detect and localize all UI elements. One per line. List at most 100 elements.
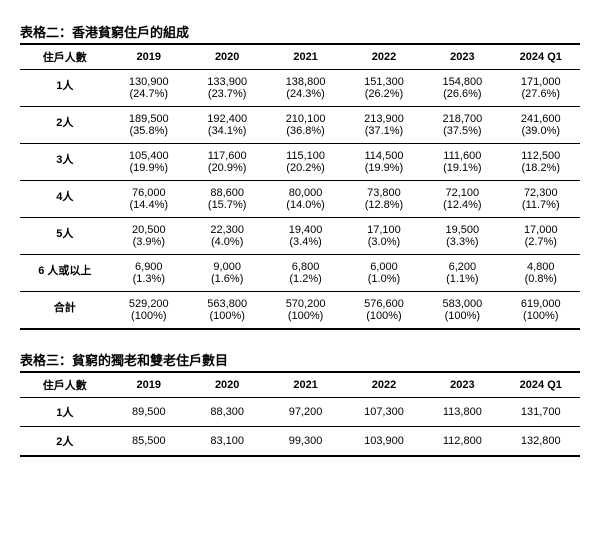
col-header: 2019 bbox=[110, 372, 188, 398]
value-cell: 115,100 bbox=[266, 144, 344, 163]
pct-cell: (3.4%) bbox=[266, 236, 344, 255]
value-cell: 103,900 bbox=[345, 427, 423, 457]
pct-cell: (37.1%) bbox=[345, 125, 423, 144]
table-row: 1人130,900133,900138,800151,300154,800171… bbox=[20, 70, 580, 89]
pct-cell: (1.3%) bbox=[110, 273, 188, 292]
table-row: 5人20,50022,30019,40017,10019,50017,000 bbox=[20, 218, 580, 237]
pct-cell: (18.2%) bbox=[502, 162, 580, 181]
row-label: 5人 bbox=[20, 218, 110, 255]
pct-cell: (100%) bbox=[345, 310, 423, 329]
value-cell: 85,500 bbox=[110, 427, 188, 457]
table-row: 3人105,400117,600115,100114,500111,600112… bbox=[20, 144, 580, 163]
value-cell: 130,900 bbox=[110, 70, 188, 89]
value-cell: 99,300 bbox=[266, 427, 344, 457]
col-header: 2020 bbox=[188, 372, 266, 398]
pct-cell: (34.1%) bbox=[188, 125, 266, 144]
table-row: 2人189,500192,400210,100213,900218,700241… bbox=[20, 107, 580, 126]
pct-cell: (0.8%) bbox=[502, 273, 580, 292]
pct-cell: (27.6%) bbox=[502, 88, 580, 107]
pct-cell: (12.8%) bbox=[345, 199, 423, 218]
table3-title: 表格三：貧窮的獨老和雙老住戶數目 bbox=[20, 350, 580, 369]
row-label: 4人 bbox=[20, 181, 110, 218]
value-cell: 9,000 bbox=[188, 255, 266, 274]
pct-cell: (24.3%) bbox=[266, 88, 344, 107]
col-header: 2021 bbox=[266, 372, 344, 398]
pct-cell: (19.9%) bbox=[110, 162, 188, 181]
row-label: 2人 bbox=[20, 107, 110, 144]
value-cell: 4,800 bbox=[502, 255, 580, 274]
value-cell: 117,600 bbox=[188, 144, 266, 163]
table-row: 1人89,50088,30097,200107,300113,800131,70… bbox=[20, 398, 580, 427]
value-cell: 131,700 bbox=[502, 398, 580, 427]
pct-cell: (100%) bbox=[188, 310, 266, 329]
value-cell: 151,300 bbox=[345, 70, 423, 89]
pct-cell: (20.9%) bbox=[188, 162, 266, 181]
col-header: 2022 bbox=[345, 372, 423, 398]
col-header: 2019 bbox=[110, 44, 188, 70]
value-cell: 132,800 bbox=[502, 427, 580, 457]
value-cell: 80,000 bbox=[266, 181, 344, 200]
value-cell: 72,300 bbox=[502, 181, 580, 200]
value-cell: 576,600 bbox=[345, 292, 423, 311]
pct-cell: (2.7%) bbox=[502, 236, 580, 255]
pct-cell: (1.1%) bbox=[423, 273, 501, 292]
col-header: 2021 bbox=[266, 44, 344, 70]
value-cell: 20,500 bbox=[110, 218, 188, 237]
row-label: 2人 bbox=[20, 427, 110, 457]
row-label: 3人 bbox=[20, 144, 110, 181]
value-cell: 6,200 bbox=[423, 255, 501, 274]
table3: 住戶人數 2019 2020 2021 2022 2023 2024 Q1 1人… bbox=[20, 371, 580, 457]
pct-cell: (1.6%) bbox=[188, 273, 266, 292]
col-header: 2023 bbox=[423, 372, 501, 398]
value-cell: 112,800 bbox=[423, 427, 501, 457]
value-cell: 114,500 bbox=[345, 144, 423, 163]
value-cell: 6,800 bbox=[266, 255, 344, 274]
value-cell: 563,800 bbox=[188, 292, 266, 311]
value-cell: 17,000 bbox=[502, 218, 580, 237]
value-cell: 133,900 bbox=[188, 70, 266, 89]
value-cell: 113,800 bbox=[423, 398, 501, 427]
value-cell: 6,900 bbox=[110, 255, 188, 274]
value-cell: 107,300 bbox=[345, 398, 423, 427]
pct-cell: (1.0%) bbox=[345, 273, 423, 292]
row-label: 6 人或以上 bbox=[20, 255, 110, 292]
value-cell: 192,400 bbox=[188, 107, 266, 126]
pct-cell: (4.0%) bbox=[188, 236, 266, 255]
row-label: 合計 bbox=[20, 292, 110, 330]
pct-cell: (12.4%) bbox=[423, 199, 501, 218]
value-cell: 88,300 bbox=[188, 398, 266, 427]
value-cell: 17,100 bbox=[345, 218, 423, 237]
pct-cell: (37.5%) bbox=[423, 125, 501, 144]
value-cell: 89,500 bbox=[110, 398, 188, 427]
table-row: 4人76,00088,60080,00073,80072,10072,300 bbox=[20, 181, 580, 200]
col-header: 2024 Q1 bbox=[502, 372, 580, 398]
pct-cell: (100%) bbox=[423, 310, 501, 329]
col-header: 2024 Q1 bbox=[502, 44, 580, 70]
pct-cell: (11.7%) bbox=[502, 199, 580, 218]
value-cell: 154,800 bbox=[423, 70, 501, 89]
table2-header-row: 住戶人數 2019 2020 2021 2022 2023 2024 Q1 bbox=[20, 44, 580, 70]
value-cell: 529,200 bbox=[110, 292, 188, 311]
value-cell: 19,400 bbox=[266, 218, 344, 237]
pct-cell: (3.3%) bbox=[423, 236, 501, 255]
table3-header-row: 住戶人數 2019 2020 2021 2022 2023 2024 Q1 bbox=[20, 372, 580, 398]
col-header: 2020 bbox=[188, 44, 266, 70]
table-row: 2人85,50083,10099,300103,900112,800132,80… bbox=[20, 427, 580, 457]
value-cell: 241,600 bbox=[502, 107, 580, 126]
value-cell: 583,000 bbox=[423, 292, 501, 311]
value-cell: 97,200 bbox=[266, 398, 344, 427]
pct-cell: (19.1%) bbox=[423, 162, 501, 181]
pct-cell: (1.2%) bbox=[266, 273, 344, 292]
pct-cell: (3.9%) bbox=[110, 236, 188, 255]
value-cell: 72,100 bbox=[423, 181, 501, 200]
value-cell: 213,900 bbox=[345, 107, 423, 126]
value-cell: 112,500 bbox=[502, 144, 580, 163]
pct-cell: (3.0%) bbox=[345, 236, 423, 255]
table2-title: 表格二：香港貧窮住戶的組成 bbox=[20, 22, 580, 41]
pct-cell: (14.4%) bbox=[110, 199, 188, 218]
value-cell: 189,500 bbox=[110, 107, 188, 126]
value-cell: 22,300 bbox=[188, 218, 266, 237]
value-cell: 105,400 bbox=[110, 144, 188, 163]
value-cell: 111,600 bbox=[423, 144, 501, 163]
pct-cell: (39.0%) bbox=[502, 125, 580, 144]
